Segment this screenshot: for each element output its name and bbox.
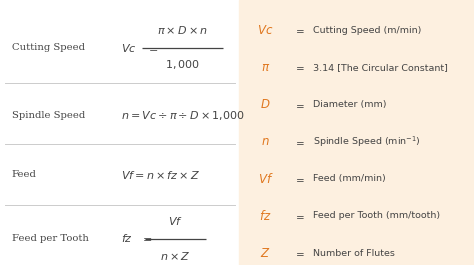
- Text: Spindle Speed (min$^{-1}$): Spindle Speed (min$^{-1}$): [313, 134, 420, 149]
- Text: $\mathit{D}$: $\mathit{D}$: [260, 98, 271, 111]
- Text: $\mathit{Vc}$: $\mathit{Vc}$: [121, 42, 137, 54]
- Text: $\mathit{1,000}$: $\mathit{1,000}$: [165, 58, 200, 72]
- Text: Feed: Feed: [12, 170, 36, 179]
- Text: $=$: $=$: [293, 174, 304, 184]
- Text: $\mathit{\pi}$: $\mathit{\pi}$: [261, 61, 270, 74]
- Text: $\mathit{n \times Z}$: $\mathit{n \times Z}$: [160, 250, 191, 262]
- Text: Feed per Tooth (mm/tooth): Feed per Tooth (mm/tooth): [313, 211, 440, 220]
- Text: Cutting Speed (m/min): Cutting Speed (m/min): [313, 26, 421, 35]
- Text: Feed (mm/min): Feed (mm/min): [313, 174, 385, 183]
- Text: Diameter (mm): Diameter (mm): [313, 100, 386, 109]
- Text: Feed per Tooth: Feed per Tooth: [12, 234, 89, 243]
- Text: Number of Flutes: Number of Flutes: [313, 249, 395, 258]
- Bar: [239, 0, 474, 265]
- Bar: [0, 0, 239, 265]
- Text: 3.14 [The Circular Constant]: 3.14 [The Circular Constant]: [313, 63, 448, 72]
- Text: $\mathit{fz}$: $\mathit{fz}$: [121, 232, 133, 245]
- Text: $=$: $=$: [293, 248, 304, 258]
- Text: $\mathit{fz}$: $\mathit{fz}$: [259, 209, 272, 223]
- Text: $=$: $=$: [293, 211, 304, 221]
- Text: $\mathit{Z}$: $\mathit{Z}$: [260, 246, 271, 260]
- Text: $\mathit{Vc}$: $\mathit{Vc}$: [257, 24, 273, 37]
- Text: $\mathit{Vf = n \times fz \times Z}$: $\mathit{Vf = n \times fz \times Z}$: [121, 169, 200, 181]
- Text: $=$: $=$: [146, 43, 158, 53]
- Text: Spindle Speed: Spindle Speed: [12, 111, 85, 120]
- Text: Cutting Speed: Cutting Speed: [12, 43, 85, 52]
- Text: $\mathit{n = Vc \div \pi \div D \times 1{,}000}$: $\mathit{n = Vc \div \pi \div D \times 1…: [121, 109, 245, 122]
- Text: $=$: $=$: [293, 25, 304, 36]
- Text: $\mathit{\pi \times D \times n}$: $\mathit{\pi \times D \times n}$: [157, 24, 208, 37]
- Text: $\mathit{Vf}$: $\mathit{Vf}$: [168, 215, 183, 227]
- Text: $=$: $=$: [293, 100, 304, 110]
- Text: $=$: $=$: [140, 233, 152, 244]
- Text: $=$: $=$: [293, 63, 304, 73]
- Text: $\mathit{Vf}$: $\mathit{Vf}$: [257, 172, 273, 186]
- Text: $=$: $=$: [293, 137, 304, 147]
- Text: $\mathit{n}$: $\mathit{n}$: [261, 135, 270, 148]
